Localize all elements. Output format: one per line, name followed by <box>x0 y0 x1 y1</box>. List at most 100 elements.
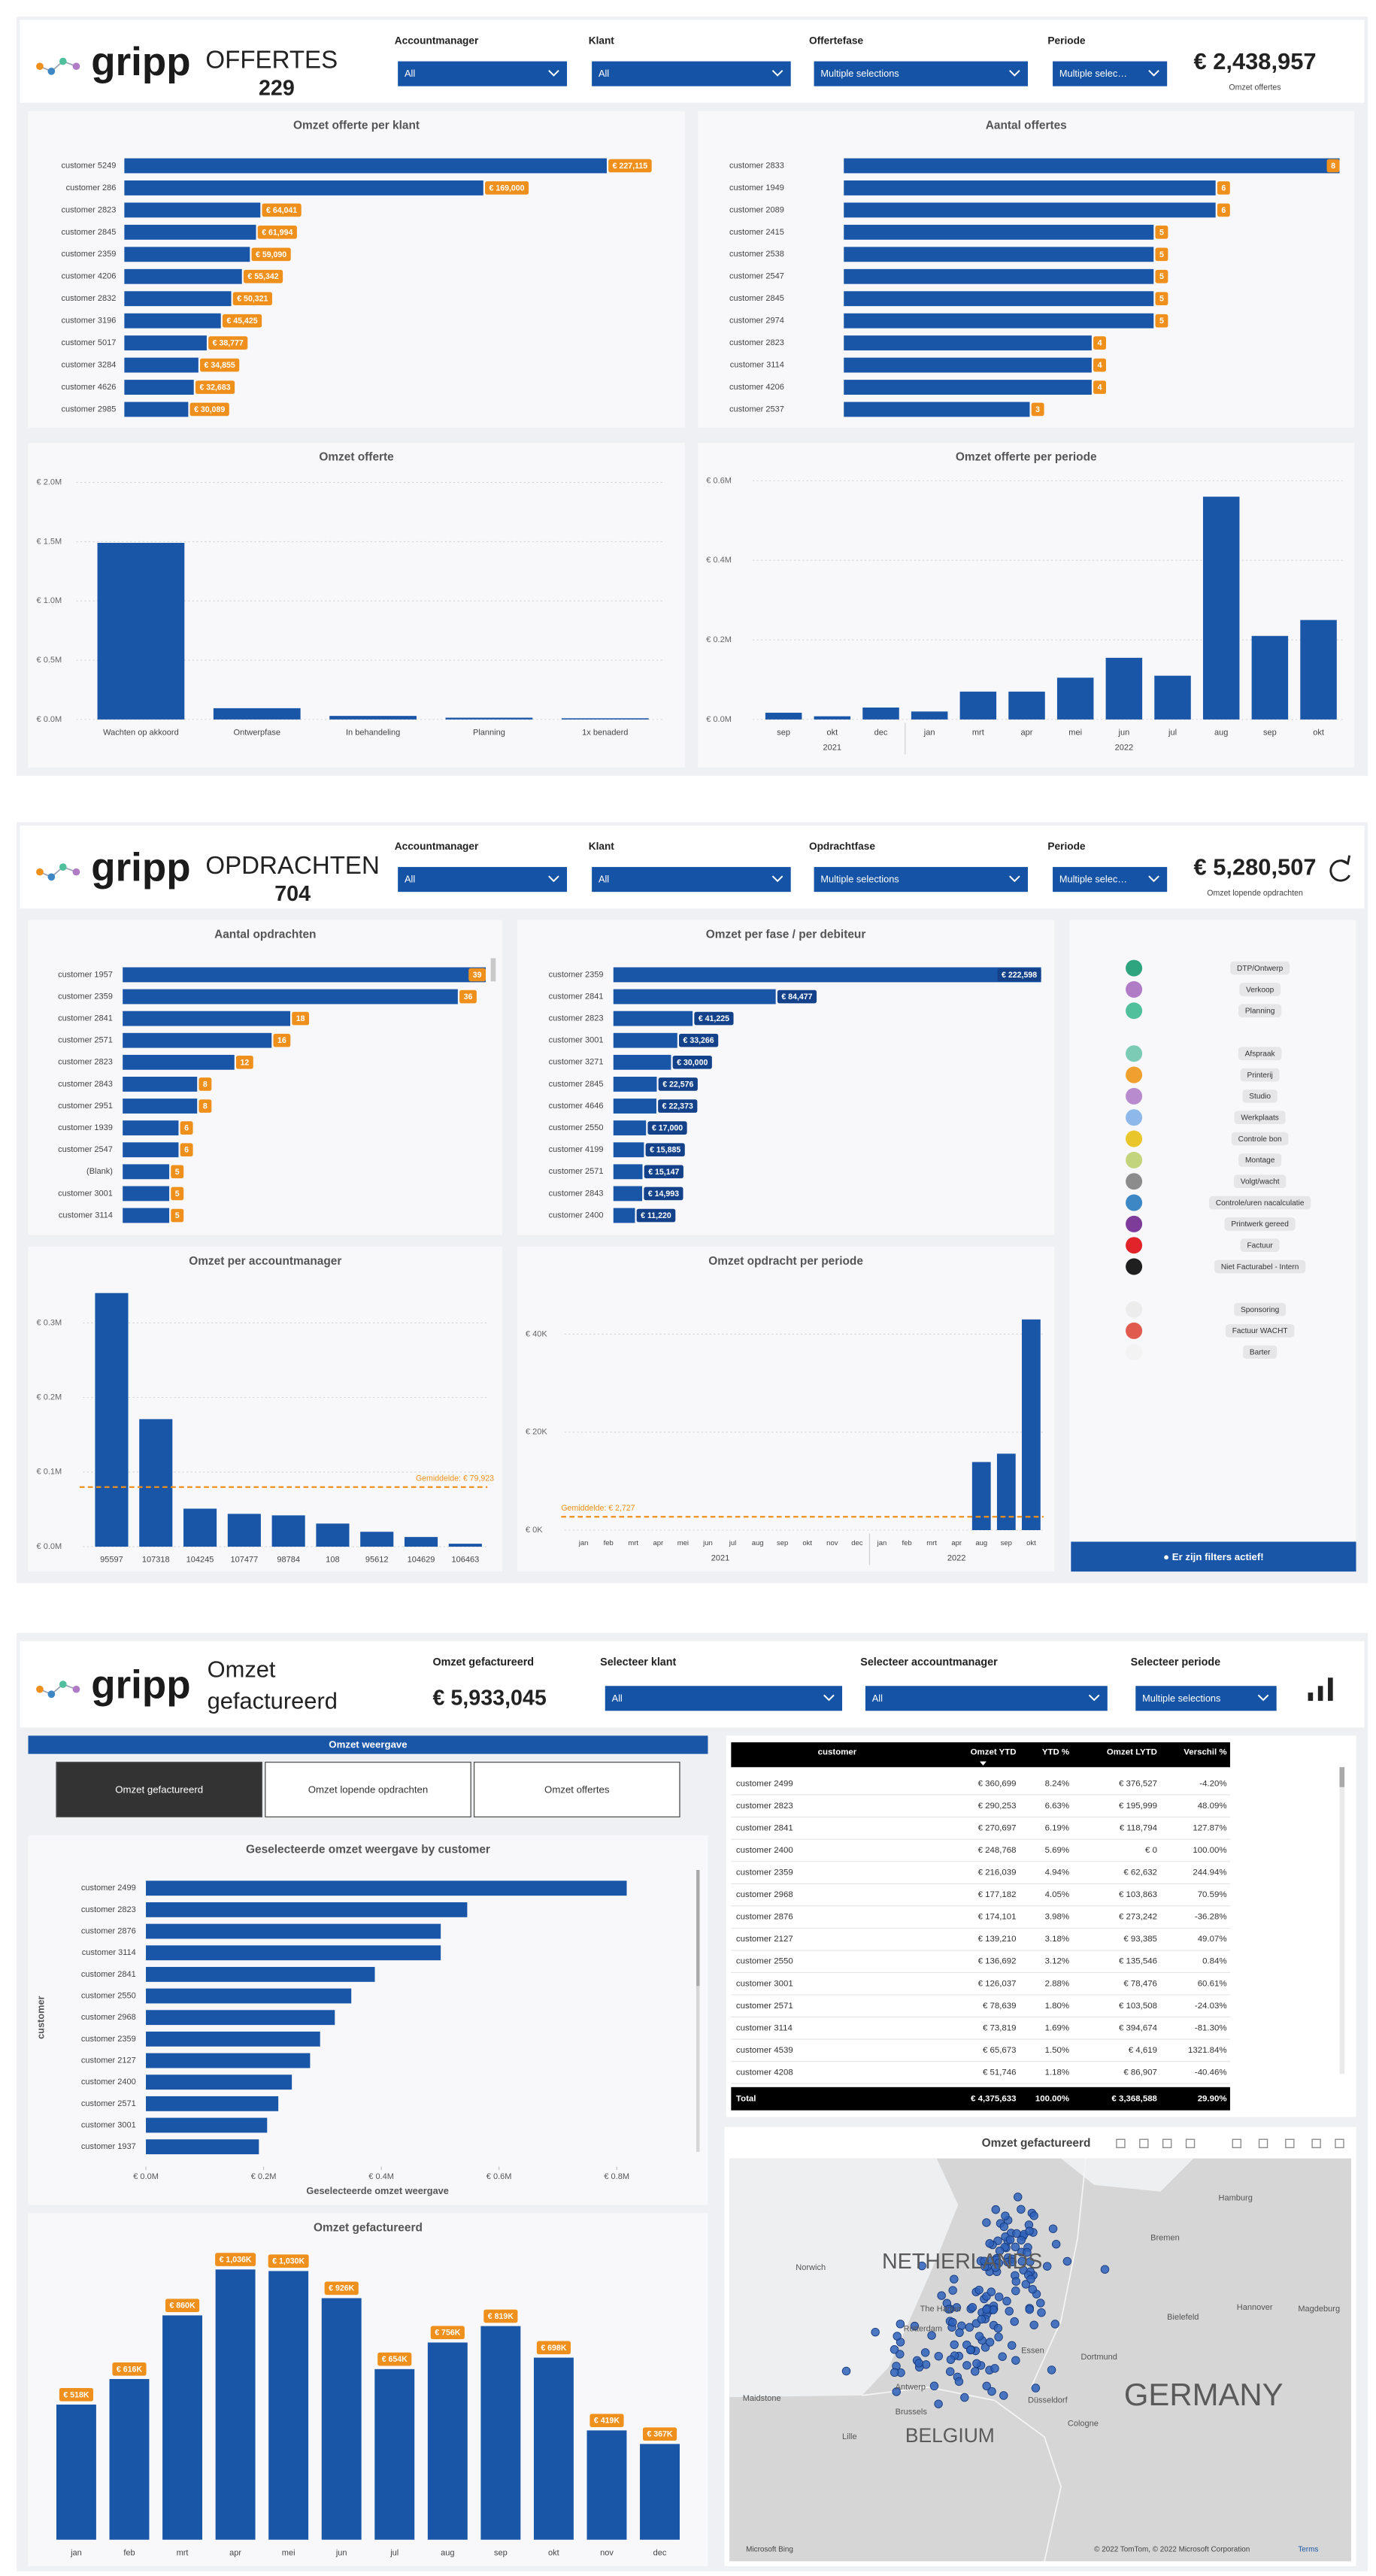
y-axis-title: customer <box>35 1996 47 2038</box>
category-label: customer 2876 <box>81 1926 136 1935</box>
filter-label: Klant <box>589 35 615 47</box>
data-label: 12 <box>240 1058 249 1067</box>
map-point <box>985 2338 995 2347</box>
x-tick-label: mei <box>282 2548 296 2557</box>
x-group-label: 2022 <box>1115 743 1134 752</box>
y-tick-label: € 2.0M <box>37 477 62 486</box>
filter-label: Selecteer accountmanager <box>860 1656 998 1668</box>
map-point <box>937 2291 946 2300</box>
dropdown[interactable] <box>398 867 568 893</box>
table-cell: € 118,794 <box>1120 1823 1158 1832</box>
x-group-label: 2021 <box>823 743 842 752</box>
legend-label: DTP/Ontwerp <box>1237 965 1284 973</box>
x-tick-label: € 0.6M <box>486 2172 512 2181</box>
data-label: 3 <box>1035 405 1040 414</box>
bar <box>996 1453 1016 1531</box>
map-city-label: Maidstone <box>743 2394 781 2403</box>
bar <box>613 1011 693 1026</box>
map-country-label: BELGIUM <box>905 2424 995 2447</box>
legend-label-box <box>1238 1153 1282 1167</box>
map-point <box>1036 2299 1045 2308</box>
data-label-box <box>459 989 477 1004</box>
bar <box>1056 677 1094 720</box>
x-tick-label: okt <box>802 1539 812 1547</box>
dropdown-value: Multiple selections <box>820 68 899 79</box>
tab-button[interactable] <box>265 1762 471 1818</box>
data-label-box <box>658 1099 698 1113</box>
category-label: customer 2845 <box>61 228 116 237</box>
data-label: € 819K <box>488 2312 514 2321</box>
bar <box>227 1514 261 1547</box>
dropdown[interactable] <box>1053 867 1168 893</box>
map-point <box>999 2222 1008 2232</box>
category-label: customer 2832 <box>61 294 116 303</box>
data-label: 5 <box>1159 228 1164 237</box>
bar <box>146 2139 259 2155</box>
table-cell: 4.94% <box>1045 1868 1069 1877</box>
y-tick-label: € 0.2M <box>706 635 732 644</box>
map-city-label: Magdeburg <box>1298 2305 1340 2314</box>
table-cell: € 136,692 <box>978 1957 1017 1966</box>
dropdown-value: Multiple selections <box>1142 1693 1220 1704</box>
x-tick-label: nov <box>600 2548 614 2557</box>
bar <box>124 402 189 417</box>
tab-button[interactable] <box>473 1762 680 1818</box>
x-tick-label: sep <box>494 2548 508 2557</box>
map-point <box>1029 2320 1038 2329</box>
data-label-box <box>468 968 486 982</box>
table-cell: € 86,907 <box>1123 2068 1157 2077</box>
category-label: customer 2823 <box>549 1014 604 1023</box>
scrollbar-thumb <box>696 1869 700 1987</box>
x-tick-label: mei <box>1068 728 1082 737</box>
category-label: customer 3001 <box>549 1036 604 1045</box>
visual-icon <box>1311 2138 1321 2148</box>
dropdown[interactable] <box>398 61 568 86</box>
bar <box>844 402 1030 417</box>
dropdown[interactable] <box>865 1686 1108 1711</box>
data-label: € 61,994 <box>262 228 292 237</box>
map-point <box>1050 2320 1059 2329</box>
bar <box>146 2074 292 2090</box>
y-tick-label: € 0.3M <box>37 1318 62 1327</box>
x-tick-label: € 0.8M <box>604 2172 629 2181</box>
dropdown[interactable] <box>1135 1686 1277 1711</box>
y-tick-label: € 0.0M <box>706 715 732 724</box>
map-point <box>962 2361 971 2370</box>
data-label-box <box>200 358 240 372</box>
bar <box>123 1011 291 1026</box>
map-point <box>999 2391 1008 2400</box>
dropdown[interactable] <box>814 867 1028 893</box>
dropdown[interactable] <box>605 1686 843 1711</box>
data-label: € 32,683 <box>199 383 230 392</box>
table-cell: € 290,253 <box>978 1802 1017 1811</box>
dropdown[interactable] <box>592 867 791 893</box>
category-label: customer 2571 <box>81 2099 136 2108</box>
bar <box>123 1077 198 1092</box>
data-label: 5 <box>175 1168 180 1177</box>
category-label: customer 2571 <box>549 1167 604 1176</box>
x-tick-label: aug <box>752 1539 764 1547</box>
map-city-label: Essen <box>1021 2346 1044 2355</box>
bar <box>146 2053 311 2068</box>
legend-label-box <box>1214 1259 1306 1274</box>
table-cell: -24.03% <box>1195 2002 1227 2011</box>
bar <box>1251 635 1289 720</box>
x-axis-title: Geselecteerde omzet weergave <box>306 2185 448 2196</box>
table-header-cell: Omzet YTD <box>971 1747 1017 1756</box>
data-label: 8 <box>203 1080 208 1089</box>
map-terms[interactable]: Terms <box>1298 2546 1318 2554</box>
filter-button[interactable] <box>1071 1541 1356 1572</box>
x-tick-label: 106463 <box>451 1556 479 1565</box>
dropdown[interactable] <box>592 61 791 86</box>
bar <box>123 1054 235 1070</box>
data-label-box <box>1155 247 1168 262</box>
dropdown[interactable] <box>814 61 1028 86</box>
filter-label: Periode <box>1047 35 1085 47</box>
x-tick-label: mrt <box>926 1539 937 1547</box>
table-cell: 2.88% <box>1045 1979 1069 1988</box>
map-point <box>920 2348 930 2357</box>
tab-button[interactable] <box>56 1762 263 1818</box>
category-label: customer 1949 <box>729 183 784 192</box>
dropdown[interactable] <box>1053 61 1168 86</box>
category-label: customer 2841 <box>549 992 604 1001</box>
